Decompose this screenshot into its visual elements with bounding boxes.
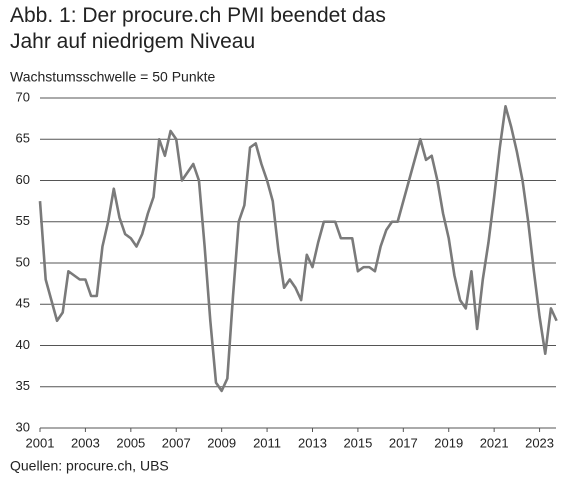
y-tick-label: 50 bbox=[16, 254, 30, 269]
chart-title: Abb. 1: Der procure.ch PMI beendet das Ja… bbox=[10, 4, 386, 53]
y-tick-label: 35 bbox=[16, 378, 30, 393]
x-tick-label: 2023 bbox=[525, 435, 554, 450]
x-tick-label: 2015 bbox=[343, 435, 372, 450]
x-tick-label: 2003 bbox=[71, 435, 100, 450]
y-tick-label: 65 bbox=[16, 131, 30, 146]
y-tick-label: 45 bbox=[16, 296, 30, 311]
pmi-line bbox=[38, 104, 558, 393]
x-tick-label: 2017 bbox=[389, 435, 418, 450]
y-tick-label: 60 bbox=[16, 172, 30, 187]
x-tick-label: 2007 bbox=[162, 435, 191, 450]
x-tick-label: 2019 bbox=[434, 435, 463, 450]
source-note: Quellen: procure.ch, UBS bbox=[10, 458, 169, 474]
x-tick-label: 2009 bbox=[207, 435, 236, 450]
x-tick-label: 2021 bbox=[480, 435, 509, 450]
x-tick-label: 2005 bbox=[116, 435, 145, 450]
x-tick-label: 2001 bbox=[26, 435, 55, 450]
y-tick-label: 70 bbox=[16, 89, 30, 104]
y-tick-label: 40 bbox=[16, 337, 30, 352]
chart-subtitle: Wachstumsschwelle = 50 Punkte bbox=[10, 69, 216, 85]
y-tick-label: 30 bbox=[16, 419, 30, 434]
x-tick-label: 2013 bbox=[298, 435, 327, 450]
y-tick-label: 55 bbox=[16, 213, 30, 228]
x-tick-label: 2011 bbox=[253, 435, 281, 450]
